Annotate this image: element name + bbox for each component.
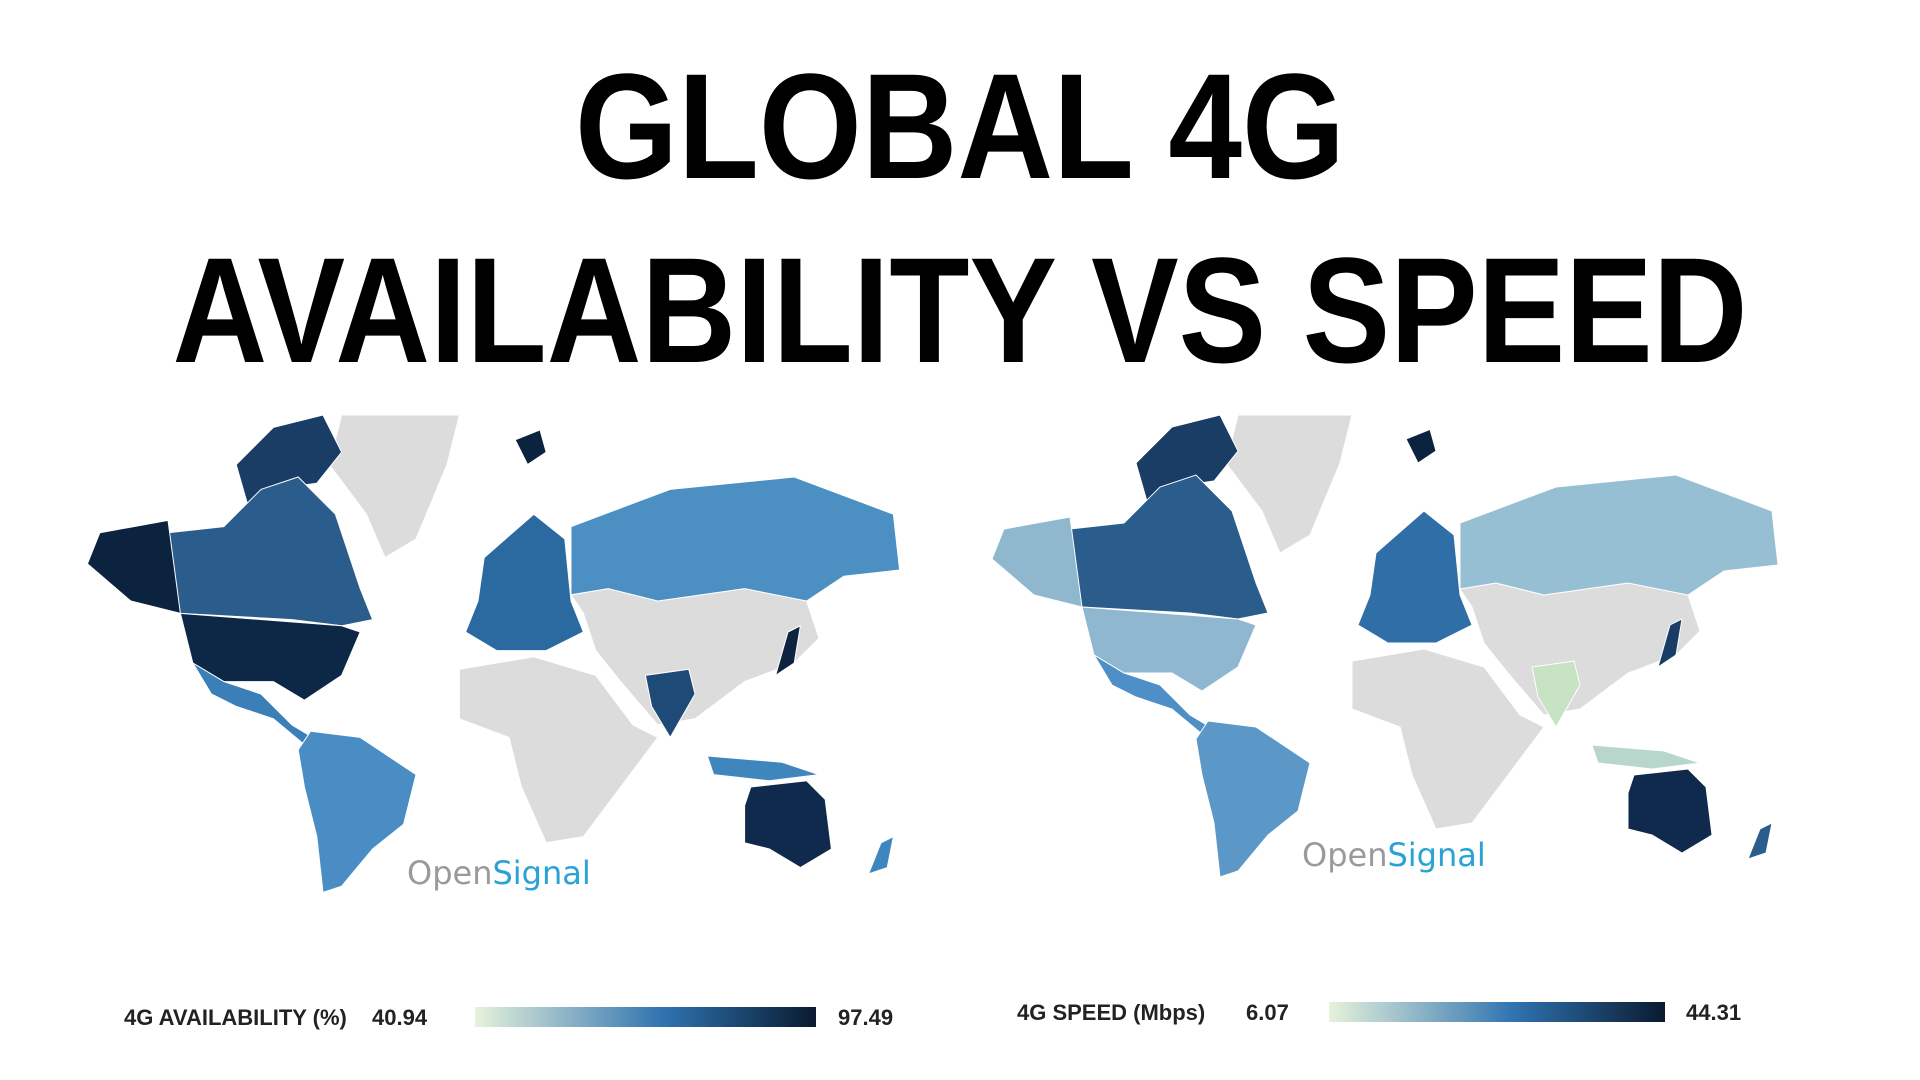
availability-map: [86, 414, 901, 894]
title-line: AVAILABILITY VS SPEED: [173, 226, 1748, 394]
legend-max: 97.49: [838, 1005, 893, 1030]
brand-logo: OpenSignal: [407, 854, 591, 892]
legend-gradient: [1329, 1002, 1665, 1022]
brand-open: Open: [407, 854, 492, 892]
brand-logo: OpenSignal: [1302, 836, 1486, 874]
legend-max: 44.31: [1686, 1000, 1741, 1025]
speed-legend: 4G SPEED (Mbps) 6.07 44.31: [1017, 1000, 1741, 1025]
legend-gradient: [475, 1007, 816, 1027]
brand-signal: Signal: [492, 854, 590, 892]
legend-min: 6.07: [1246, 1000, 1289, 1025]
brand-open: Open: [1302, 836, 1387, 874]
legend-label: 4G SPEED (Mbps): [1017, 1000, 1205, 1025]
speed-map: [991, 414, 1779, 878]
title-line: GLOBAL 4G: [575, 42, 1345, 210]
legend-min: 40.94: [372, 1005, 428, 1030]
availability-legend: 4G AVAILABILITY (%) 40.94 97.49: [124, 1005, 893, 1030]
legend-label: 4G AVAILABILITY (%): [124, 1005, 347, 1030]
brand-signal: Signal: [1387, 836, 1485, 874]
